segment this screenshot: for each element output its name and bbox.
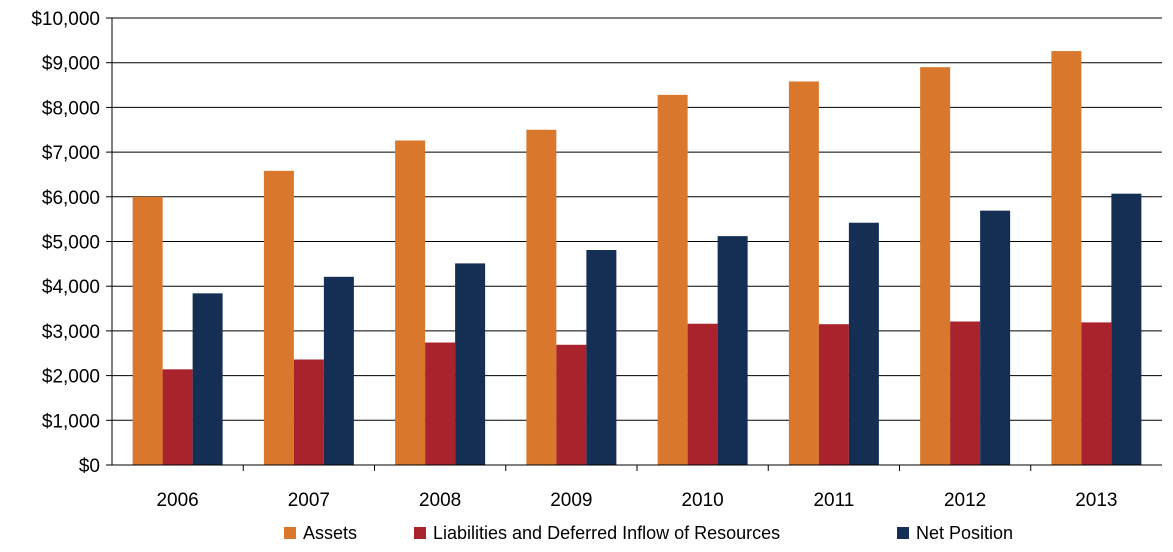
y-axis-tick-labels: $0 $1,000 $2,000 $3,000 $4,000 $5,000 $6,000 $7… [31, 9, 100, 477]
y-tick-label: $6,000 [42, 188, 100, 209]
x-tick-label: 2008 [419, 490, 461, 511]
bar-liabilities-and-deferred-inflow-of-resources-2007 [293, 359, 324, 465]
x-tick-label: 2006 [156, 490, 198, 511]
bar-liabilities-and-deferred-inflow-of-resources-2008 [425, 342, 456, 465]
x-tick-label: 2011 [813, 490, 854, 511]
y-tick-label: $2,000 [42, 367, 100, 388]
bar-assets-2008 [395, 140, 426, 465]
legend: Assets Liabilities and Deferred Inflow of… [284, 523, 1013, 543]
y-tick-label: $1,000 [42, 411, 100, 432]
x-tick-label: 2013 [1075, 490, 1117, 511]
bar-liabilities-and-deferred-inflow-of-resources-2013 [1081, 322, 1112, 465]
bar-net-position-2012 [980, 210, 1011, 465]
y-tick-label: $0 [79, 456, 100, 477]
bar-net-position-2013 [1111, 193, 1142, 465]
bar-net-position-2007 [323, 276, 354, 465]
legend-swatch-net-position [897, 527, 909, 539]
bar-net-position-2008 [455, 263, 486, 465]
bar-assets-2006 [132, 196, 163, 466]
bar-assets-2011 [788, 81, 819, 465]
bar-net-position-2010 [717, 236, 748, 465]
bar-liabilities-and-deferred-inflow-of-resources-2009 [556, 344, 587, 465]
bar-liabilities-and-deferred-inflow-of-resources-2011 [818, 324, 849, 465]
x-tick-label: 2012 [944, 490, 986, 511]
legend-label-net-position: Net Position [916, 523, 1013, 543]
bar-net-position-2011 [848, 222, 879, 465]
y-tick-label: $7,000 [42, 143, 100, 164]
bar-liabilities-and-deferred-inflow-of-resources-2006 [162, 369, 193, 465]
bar-liabilities-and-deferred-inflow-of-resources-2012 [950, 321, 981, 465]
x-tick-label: 2010 [681, 490, 723, 511]
bar-assets-2012 [920, 67, 951, 466]
bar-assets-2013 [1051, 51, 1082, 465]
legend-label-assets: Assets [303, 523, 357, 543]
x-tick-label: 2007 [288, 490, 330, 511]
x-axis-tick-labels: 2006 2007 2008 2009 2010 2011 2012 2013 [156, 490, 1117, 511]
y-tick-label: $10,000 [31, 9, 100, 30]
y-tick-label: $8,000 [42, 98, 100, 119]
legend-label-liabilities-and-deferred-inflow-of-resources: Liabilities and Deferred Inflow of Resou… [433, 523, 780, 543]
bars [132, 51, 1142, 466]
y-tick-label: $4,000 [42, 277, 100, 298]
legend-swatch-liabilities-and-deferred-inflow-of-resources [414, 527, 426, 539]
bar-liabilities-and-deferred-inflow-of-resources-2010 [687, 323, 718, 465]
bar-assets-2010 [657, 94, 688, 465]
x-tick-label: 2009 [550, 490, 592, 511]
bar-assets-2007 [263, 170, 294, 465]
y-tick-label: $5,000 [42, 233, 100, 254]
bar-net-position-2006 [192, 293, 223, 465]
bar-net-position-2009 [586, 249, 617, 465]
bar-assets-2009 [526, 129, 557, 465]
y-tick-label: $3,000 [42, 322, 100, 343]
y-tick-label: $9,000 [42, 54, 100, 75]
legend-swatch-assets [284, 527, 296, 539]
axes [106, 17, 1162, 471]
